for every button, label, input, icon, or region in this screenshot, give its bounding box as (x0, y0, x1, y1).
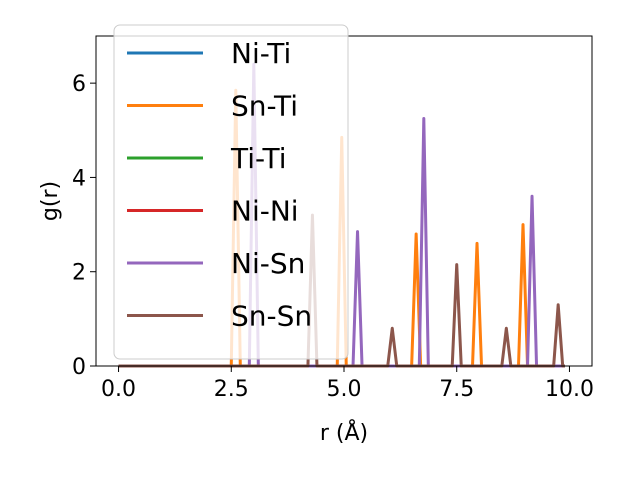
y-axis: 0 2 4 6 (72, 72, 96, 380)
x-tick-label: 5.0 (327, 377, 362, 402)
x-tick-label: 0.0 (101, 377, 136, 402)
x-tick-label: 2.5 (214, 377, 249, 402)
legend-box (113, 24, 349, 360)
x-axis-title: r (Å) (320, 419, 368, 446)
legend-label-ni-sn: Ni-Sn (231, 247, 305, 280)
legend-items: Ni-Ti Sn-Ti Ti-Ti Ni-Ni Ni-Sn Sn-Sn (127, 37, 312, 333)
x-tick-label: 7.5 (439, 377, 474, 402)
legend-label-ti-ti: Ti-Ti (230, 142, 287, 175)
y-tick-label: 6 (72, 72, 86, 97)
x-tick-label: 10.0 (545, 377, 594, 402)
legend-label-sn-sn: Sn-Sn (231, 300, 312, 333)
x-axis: 0.0 2.5 5.0 7.5 10.0 (101, 366, 594, 402)
y-tick-label: 2 (72, 261, 86, 286)
y-axis-title: g(r) (38, 181, 63, 221)
legend-label-sn-ti: Sn-Ti (231, 90, 298, 123)
legend-label-ni-ni: Ni-Ni (231, 195, 299, 228)
y-tick-label: 4 (72, 166, 86, 191)
legend: Ni-Ti Sn-Ti Ti-Ti Ni-Ni Ni-Sn Sn-Sn (113, 24, 349, 360)
y-tick-label: 0 (72, 355, 86, 380)
legend-label-ni-ti: Ni-Ti (231, 37, 291, 70)
